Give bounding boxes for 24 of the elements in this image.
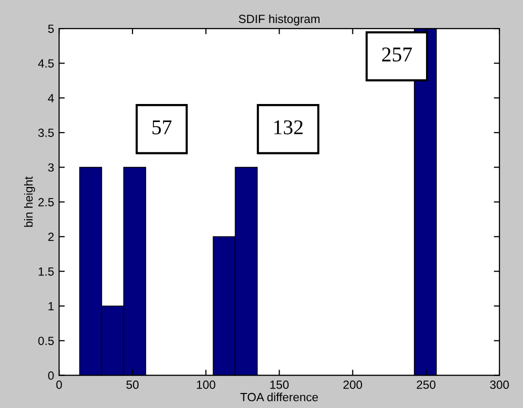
y-tick-label: 4.5	[38, 59, 54, 68]
y-axis-title: bin height	[24, 176, 36, 227]
y-tick-label: 2.5	[38, 198, 54, 206]
y-tick-label: 0.5	[38, 336, 54, 346]
y-tick-label: 3.5	[38, 128, 54, 137]
y-tick-label: 1.5	[38, 267, 54, 276]
x-tick-label: 200	[343, 380, 362, 389]
y-tick-label: 2	[48, 232, 54, 241]
x-tick-label: 50	[126, 380, 139, 389]
annotation: 132	[274, 120, 303, 134]
x-tick-label: 250	[416, 380, 436, 389]
y-tick-label: 5	[48, 24, 54, 33]
y-tick-label: 4	[48, 94, 54, 102]
x-axis-title: TOA difference	[240, 392, 318, 402]
y-tick-label: 1	[48, 302, 54, 310]
x-tick-label: 100	[196, 380, 216, 389]
x-tick-label: 0	[56, 380, 62, 389]
annotation: 257	[382, 48, 412, 62]
chart-title: SDIF histogram	[238, 14, 320, 26]
y-tick-label: 0	[48, 371, 54, 380]
x-tick-label: 150	[270, 380, 289, 389]
y-tick-label: 3	[48, 163, 54, 172]
x-tick-label: 300	[490, 380, 509, 389]
annotation: 57	[152, 120, 172, 134]
